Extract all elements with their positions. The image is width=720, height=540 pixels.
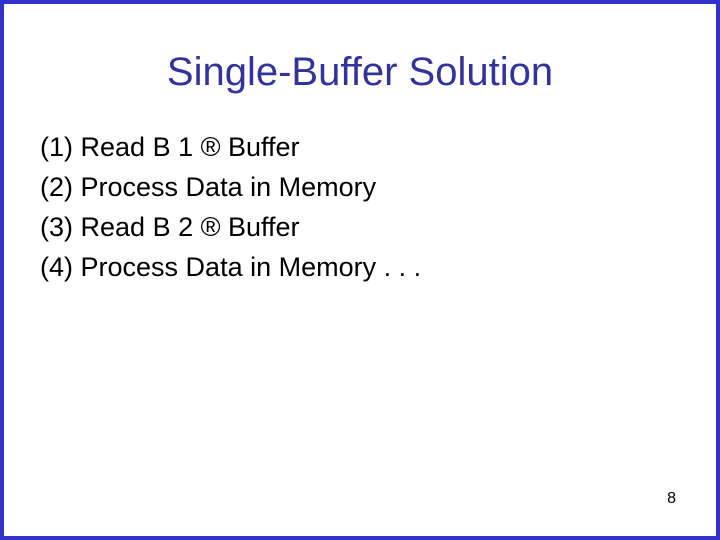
slide-frame: Single-Buffer Solution (1) Read B 1 ® Bu… [0,0,720,540]
step-text-post: Buffer [221,132,300,162]
step-text-post: Buffer [221,212,300,242]
step-number: (3) [40,212,73,242]
step-text-pre: Process Data in Memory . . . [81,252,422,282]
step-number: (2) [40,172,73,202]
step-number: (1) [40,132,73,162]
list-item: (1) Read B 1 ® Buffer [40,129,680,165]
step-number: (4) [40,252,73,282]
step-text-pre: Read B 2 [81,212,201,242]
step-text-pre: Process Data in Memory [81,172,377,202]
list-item: (3) Read B 2 ® Buffer [40,209,680,245]
arrow-icon: ® [201,212,221,242]
step-text-pre: Read B 1 [81,132,201,162]
step-list: (1) Read B 1 ® Buffer (2) Process Data i… [40,129,680,285]
list-item: (2) Process Data in Memory [40,169,680,205]
page-number: 8 [667,490,676,508]
arrow-icon: ® [201,132,221,162]
slide-title: Single-Buffer Solution [40,50,680,95]
list-item: (4) Process Data in Memory . . . [40,249,680,285]
